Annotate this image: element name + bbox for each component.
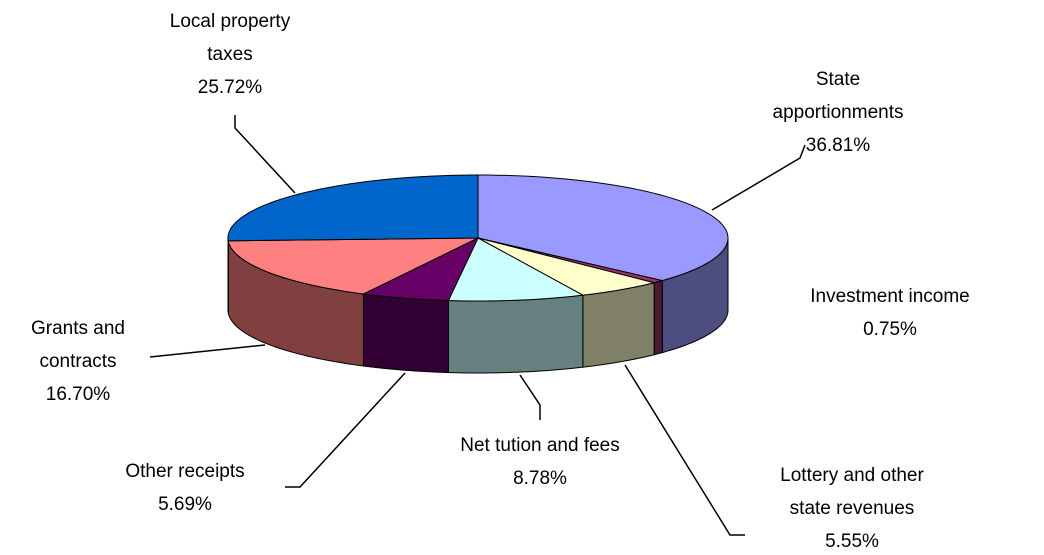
- label-name: Investment income: [810, 286, 970, 307]
- data-label: Net tution and fees 8.78%: [420, 429, 660, 495]
- slice-side: [447, 294, 584, 374]
- data-label: Local property taxes 25.72%: [155, 5, 305, 104]
- label-name: Local property taxes: [169, 11, 291, 65]
- label-value: 8.78%: [513, 468, 567, 489]
- leader-line: [711, 144, 806, 211]
- label-name: Grants and contracts: [31, 318, 125, 372]
- label-name: Other receipts: [125, 461, 245, 482]
- slice: [227, 174, 479, 242]
- slice: [361, 236, 480, 302]
- label-value: 5.69%: [158, 494, 212, 515]
- data-label: State apportionments 36.81%: [748, 63, 928, 162]
- label-value: 25.72%: [197, 77, 263, 98]
- label-name: State apportionments: [772, 69, 904, 123]
- label-value: 5.55%: [825, 531, 879, 552]
- label-value: 36.81%: [805, 135, 871, 156]
- slice: [477, 237, 655, 296]
- data-label: Investment income 0.75%: [785, 280, 995, 346]
- slice: [477, 237, 663, 284]
- slice: [447, 237, 585, 302]
- leader-line: [285, 372, 406, 488]
- label-value: 16.70%: [45, 384, 111, 405]
- slice: [227, 237, 479, 295]
- data-label: Grants and contracts 16.70%: [13, 312, 143, 411]
- leader-line: [519, 374, 541, 420]
- data-label: Other receipts 5.69%: [100, 455, 270, 521]
- data-label: Lottery and other state revenues 5.55%: [757, 459, 947, 555]
- slice-side: [362, 293, 449, 374]
- leader-line: [234, 115, 296, 194]
- leader-line: [149, 344, 266, 358]
- slice-side: [653, 279, 663, 356]
- slice: [477, 174, 729, 282]
- slice-side: [582, 282, 655, 368]
- label-value: 0.75%: [863, 319, 917, 340]
- label-name: Lottery and other state revenues: [780, 465, 924, 519]
- leader-line: [624, 364, 745, 536]
- label-name: Net tution and fees: [460, 435, 620, 456]
